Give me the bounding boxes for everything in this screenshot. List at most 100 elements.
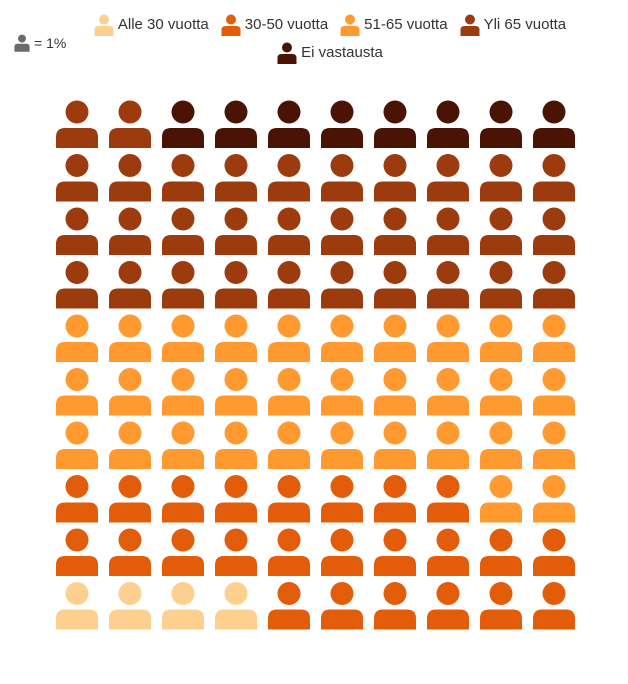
- waffle-person-icon: [162, 368, 204, 416]
- legend-label: 51-65 vuotta: [364, 16, 448, 33]
- waffle-person-icon: [321, 475, 363, 523]
- waffle-person-icon: [533, 582, 575, 630]
- waffle-person-icon: [109, 207, 151, 255]
- waffle-person-icon: [374, 528, 416, 576]
- legend-item-yli-65: Yli 65 vuotta: [460, 14, 567, 36]
- waffle-person-icon: [215, 475, 257, 523]
- legend-item-alle-30: Alle 30 vuotta: [94, 14, 209, 36]
- waffle-person-icon: [56, 154, 98, 202]
- waffle-person-icon: [321, 154, 363, 202]
- waffle-person-icon: [109, 314, 151, 362]
- waffle-person-icon: [533, 261, 575, 309]
- person-icon: [460, 14, 480, 36]
- waffle-person-icon: [268, 314, 310, 362]
- waffle-person-icon: [162, 261, 204, 309]
- waffle-person-icon: [427, 154, 469, 202]
- waffle-person-icon: [480, 100, 522, 148]
- legend-label: 30-50 vuotta: [244, 16, 329, 33]
- waffle-person-icon: [109, 154, 151, 202]
- waffle-person-icon: [215, 207, 257, 255]
- waffle-person-icon: [162, 207, 204, 255]
- waffle-person-icon: [480, 582, 522, 630]
- waffle-person-icon: [268, 207, 310, 255]
- waffle-person-icon: [374, 207, 416, 255]
- waffle-person-icon: [480, 154, 522, 202]
- waffle-person-icon: [56, 582, 98, 630]
- waffle-person-icon: [427, 528, 469, 576]
- waffle-person-icon: [109, 475, 151, 523]
- waffle-person-icon: [374, 314, 416, 362]
- waffle-person-icon: [215, 528, 257, 576]
- waffle-person-icon: [533, 154, 575, 202]
- legend-label: Yli 65 vuotta: [483, 16, 567, 33]
- waffle-person-icon: [427, 207, 469, 255]
- waffle-person-icon: [480, 475, 522, 523]
- waffle-person-icon: [268, 154, 310, 202]
- waffle-person-icon: [109, 582, 151, 630]
- waffle-person-icon: [321, 314, 363, 362]
- waffle-person-icon: [533, 368, 575, 416]
- waffle-person-icon: [268, 528, 310, 576]
- waffle-person-icon: [268, 368, 310, 416]
- waffle-person-icon: [109, 421, 151, 469]
- waffle-person-icon: [321, 528, 363, 576]
- waffle-person-icon: [427, 314, 469, 362]
- waffle-person-icon: [109, 368, 151, 416]
- waffle-person-icon: [56, 314, 98, 362]
- waffle-person-icon: [215, 154, 257, 202]
- waffle-person-icon: [533, 528, 575, 576]
- waffle-person-icon: [480, 207, 522, 255]
- waffle-person-icon: [374, 582, 416, 630]
- waffle-person-icon: [268, 475, 310, 523]
- legend-label: Ei vastausta: [301, 44, 383, 61]
- waffle-person-icon: [109, 528, 151, 576]
- waffle-person-icon: [56, 528, 98, 576]
- waffle-person-icon: [162, 582, 204, 630]
- waffle-person-icon: [480, 314, 522, 362]
- waffle-person-icon: [268, 582, 310, 630]
- waffle-person-icon: [321, 582, 363, 630]
- waffle-person-icon: [533, 314, 575, 362]
- waffle-person-icon: [321, 368, 363, 416]
- legend-item-51-65: 51-65 vuotta: [340, 14, 448, 36]
- waffle-person-icon: [162, 421, 204, 469]
- waffle-person-icon: [374, 154, 416, 202]
- waffle-person-icon: [268, 100, 310, 148]
- person-icon: [340, 14, 360, 36]
- scale-note: = 1%: [14, 34, 66, 52]
- person-icon: [221, 14, 241, 36]
- unit-label: = 1%: [34, 35, 67, 51]
- waffle-person-icon: [374, 368, 416, 416]
- waffle-person-icon: [374, 100, 416, 148]
- waffle-person-icon: [374, 421, 416, 469]
- waffle-person-icon: [56, 261, 98, 309]
- waffle-person-icon: [56, 475, 98, 523]
- waffle-person-icon: [162, 475, 204, 523]
- waffle-person-icon: [162, 100, 204, 148]
- waffle-person-icon: [215, 100, 257, 148]
- waffle-person-icon: [533, 207, 575, 255]
- legend-label: Alle 30 vuotta: [117, 16, 209, 33]
- waffle-person-icon: [427, 261, 469, 309]
- waffle-person-icon: [374, 261, 416, 309]
- waffle-person-icon: [427, 368, 469, 416]
- waffle-person-icon: [480, 261, 522, 309]
- waffle-person-icon: [215, 314, 257, 362]
- person-icon: [277, 42, 297, 64]
- waffle-person-icon: [56, 368, 98, 416]
- waffle-person-icon: [427, 475, 469, 523]
- waffle-person-icon: [56, 207, 98, 255]
- waffle-person-icon: [321, 421, 363, 469]
- waffle-person-icon: [533, 475, 575, 523]
- waffle-person-icon: [533, 421, 575, 469]
- waffle-person-icon: [374, 475, 416, 523]
- waffle-person-icon: [56, 100, 98, 148]
- waffle-person-icon: [215, 421, 257, 469]
- waffle-person-icon: [268, 421, 310, 469]
- waffle-person-icon: [427, 582, 469, 630]
- waffle-person-icon: [321, 261, 363, 309]
- waffle-person-icon: [321, 100, 363, 148]
- legend-item-30-50: 30-50 vuotta: [221, 14, 328, 36]
- waffle-person-icon: [427, 100, 469, 148]
